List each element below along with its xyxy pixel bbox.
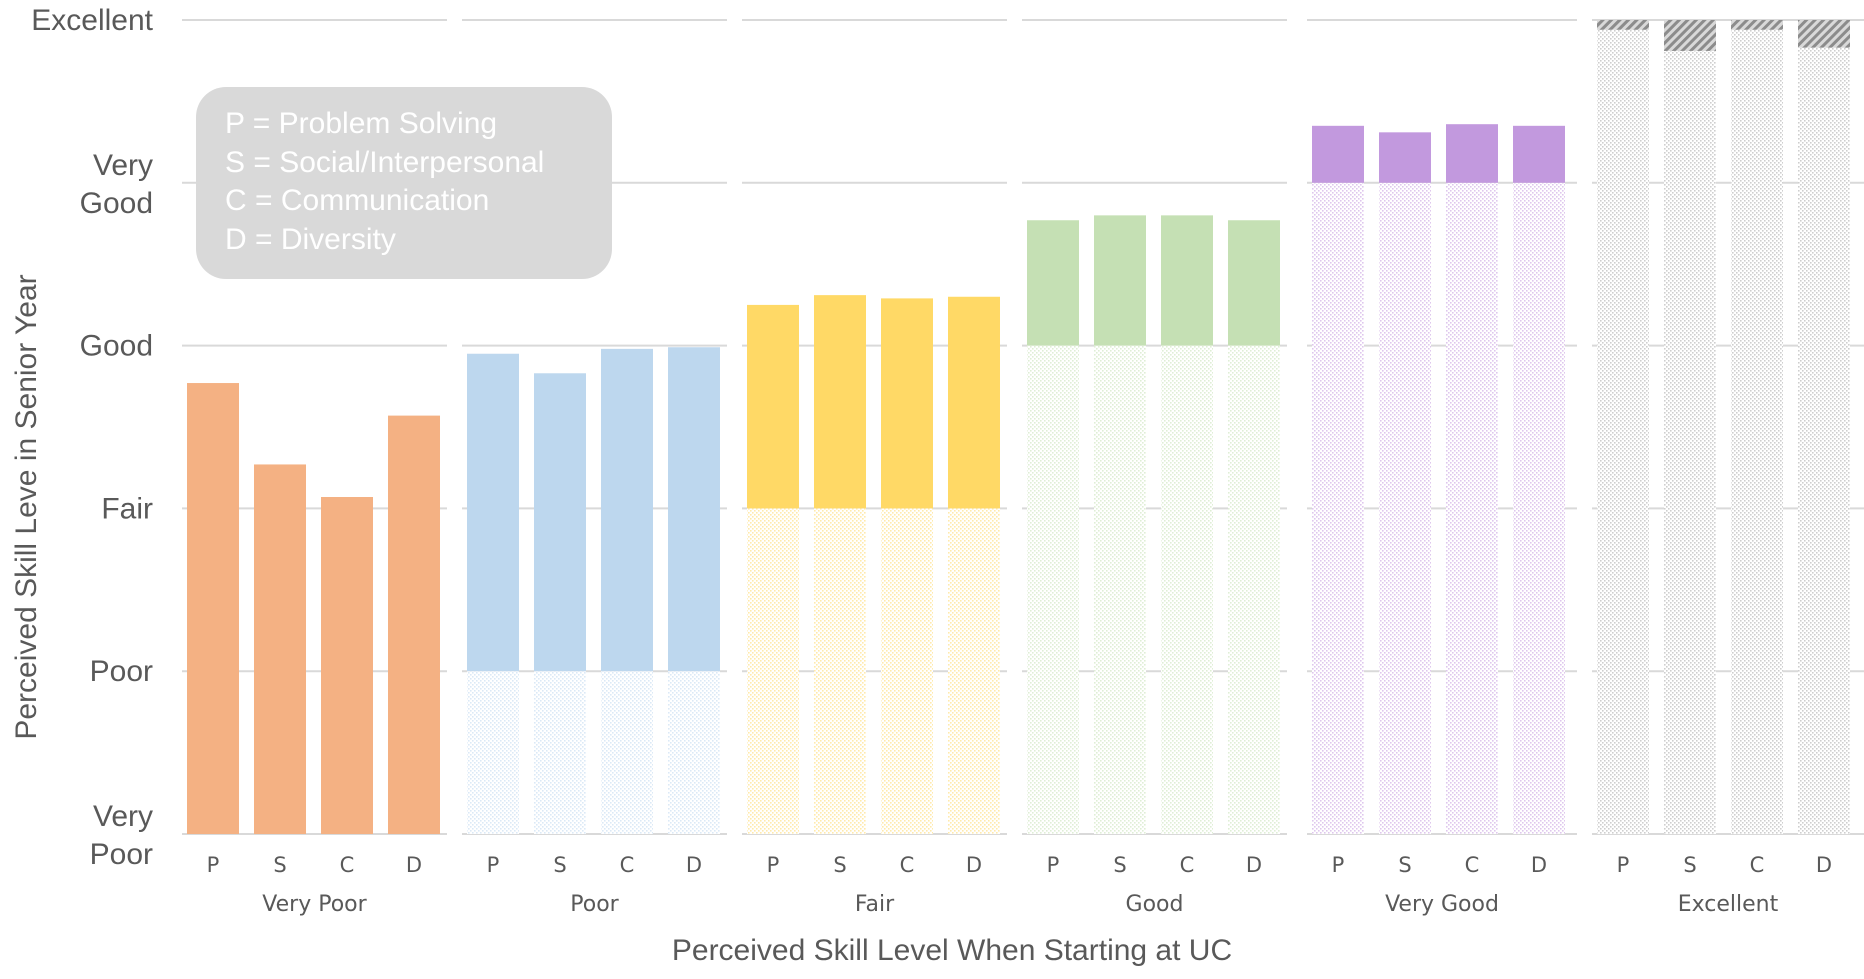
bar-base-fair-s [814, 508, 866, 834]
bar-base-good-p [1027, 345, 1079, 834]
bar-base-good-s [1094, 345, 1146, 834]
x-tick-poor-p: P [487, 853, 500, 877]
group-label-fair: Fair [855, 892, 895, 917]
y-tick-label-0: Very Poor [90, 800, 153, 871]
bar-base-fair-p [747, 508, 799, 834]
legend-item-diversity: D = Diversity [225, 223, 396, 256]
group-label-good: Good [1126, 892, 1184, 917]
bar-base-excellent-c [1731, 20, 1783, 834]
bar-base-very-good-p [1312, 182, 1364, 835]
bar-base-poor-p [467, 671, 519, 834]
bar-poor-d [668, 347, 720, 672]
bar-excellent-s [1664, 20, 1716, 51]
x-tick-good-p: P [1047, 853, 1060, 877]
x-tick-fair-d: D [966, 853, 982, 877]
legend-item-communication: C = Communication [225, 184, 490, 217]
group-label-poor: Poor [570, 892, 619, 917]
x-tick-good-d: D [1246, 853, 1262, 877]
x-tick-fair-p: P [767, 853, 780, 877]
bar-base-poor-s [534, 671, 586, 834]
bar-base-fair-d [948, 508, 1000, 834]
y-tick-label-1: Poor [90, 655, 153, 688]
y-tick-label-5: Excellent [31, 4, 153, 37]
bar-base-poor-c [601, 671, 653, 834]
x-tick-poor-s: S [553, 853, 566, 877]
x-tick-good-s: S [1113, 853, 1126, 877]
bar-base-excellent-s [1664, 20, 1716, 834]
x-tick-very-good-p: P [1332, 853, 1345, 877]
group-label-very-good: Very Good [1385, 892, 1499, 917]
bar-fair-d [948, 296, 1000, 509]
x-tick-very-poor-c: C [340, 853, 355, 877]
x-tick-very-poor-s: S [273, 853, 286, 877]
y-tick-label-3: Good [80, 330, 153, 363]
bar-base-very-good-c [1446, 182, 1498, 835]
bar-very-good-c [1446, 124, 1498, 183]
y-axis-title: Perceived Skill Leve in Senior Year [10, 274, 43, 739]
y-tick-label-2: Fair [101, 492, 153, 525]
x-tick-very-good-d: D [1531, 853, 1547, 877]
bar-fair-p [747, 304, 799, 509]
bar-base-very-good-s [1379, 182, 1431, 835]
bar-good-d [1228, 220, 1280, 346]
bar-poor-p [467, 353, 519, 672]
bar-good-c [1161, 215, 1213, 346]
bar-base-very-good-d [1513, 182, 1565, 835]
x-tick-fair-s: S [833, 853, 846, 877]
x-tick-fair-c: C [900, 853, 915, 877]
bar-very-poor-c [321, 497, 373, 834]
bar-good-s [1094, 215, 1146, 346]
x-tick-very-poor-d: D [406, 853, 422, 877]
y-tick-label-4: Very Good [80, 149, 153, 220]
bar-base-excellent-p [1597, 20, 1649, 834]
bars [187, 20, 1850, 835]
bar-excellent-c [1731, 20, 1783, 30]
x-axis-title: Perceived Skill Level When Starting at U… [672, 934, 1232, 967]
bar-base-good-d [1228, 345, 1280, 834]
legend-box: P = Problem Solving S = Social/Interpers… [196, 87, 612, 279]
x-tick-excellent-c: C [1750, 853, 1765, 877]
bar-base-excellent-d [1798, 20, 1850, 834]
bar-very-poor-p [187, 383, 239, 834]
bar-very-poor-s [254, 464, 306, 834]
bar-base-fair-c [881, 508, 933, 834]
bar-very-good-s [1379, 132, 1431, 183]
bar-very-poor-d [388, 415, 440, 834]
x-tick-very-good-c: C [1465, 853, 1480, 877]
x-tick-excellent-d: D [1816, 853, 1832, 877]
y-axis-labels: Very Poor Poor Fair Good Very Good Excellent [31, 4, 153, 871]
bar-poor-c [601, 348, 653, 672]
x-tick-good-c: C [1180, 853, 1195, 877]
x-tick-poor-d: D [686, 853, 702, 877]
bar-fair-c [881, 298, 933, 509]
x-tick-excellent-s: S [1683, 853, 1696, 877]
x-axis-labels: P S C D Very Poor P S C D Poor P S C D Fair P S C D Good P S C… [207, 853, 1832, 917]
x-tick-excellent-p: P [1617, 853, 1630, 877]
x-tick-very-good-s: S [1398, 853, 1411, 877]
x-tick-very-poor-p: P [207, 853, 220, 877]
group-label-excellent: Excellent [1678, 892, 1779, 917]
bar-fair-s [814, 295, 866, 509]
bar-very-good-p [1312, 125, 1364, 183]
bar-very-good-d [1513, 125, 1565, 183]
group-label-very-poor: Very Poor [262, 892, 367, 917]
legend-item-problem-solving: P = Problem Solving [225, 107, 498, 140]
bar-good-p [1027, 220, 1079, 346]
legend-item-social-interpersonal: S = Social/Interpersonal [225, 146, 545, 179]
bar-base-good-c [1161, 345, 1213, 834]
bar-excellent-p [1597, 20, 1649, 30]
bar-base-poor-d [668, 671, 720, 834]
x-tick-poor-c: C [620, 853, 635, 877]
bar-poor-s [534, 373, 586, 672]
bar-excellent-d [1798, 20, 1850, 48]
